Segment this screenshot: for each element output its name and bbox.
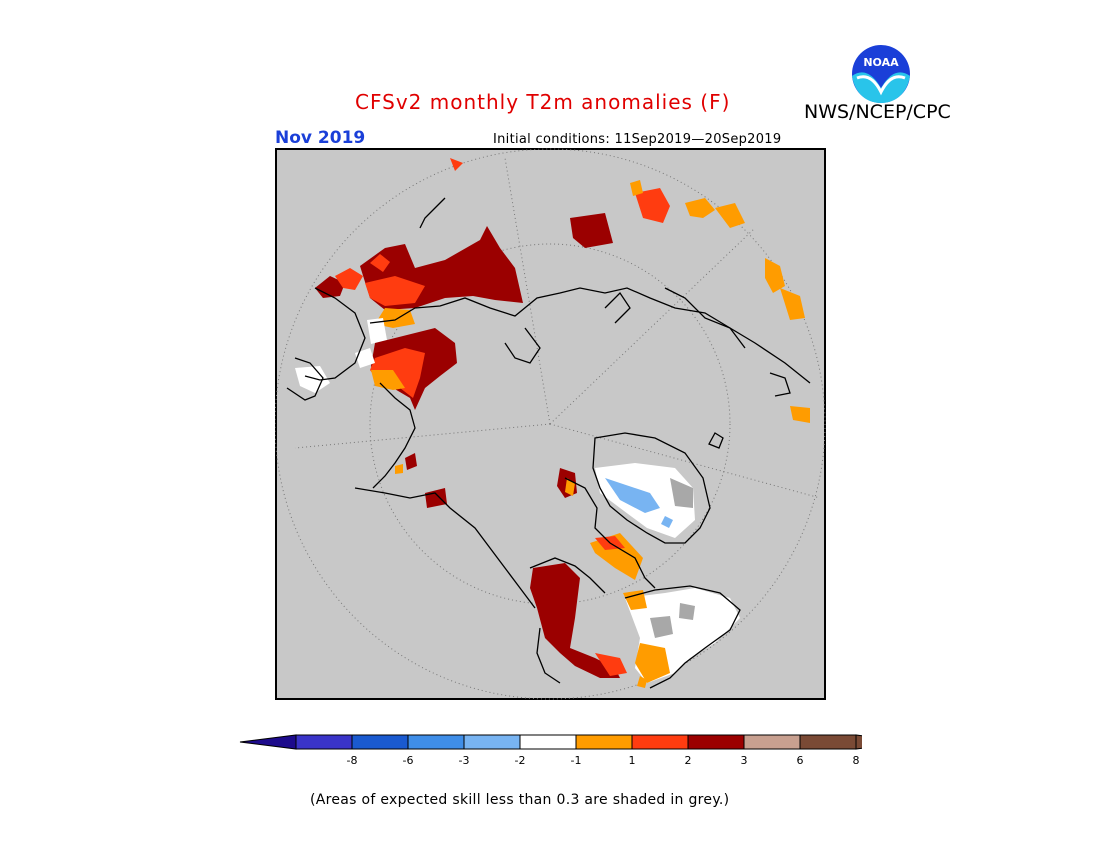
coastlines bbox=[286, 197, 811, 689]
colorbar-swatch bbox=[687, 734, 745, 750]
initial-conditions: Initial conditions: 11Sep2019—20Sep2019 bbox=[493, 132, 782, 147]
colorbar-swatch bbox=[743, 734, 801, 750]
colorbar-tick-label: -2 bbox=[515, 754, 526, 767]
colorbar-swatch bbox=[519, 734, 577, 750]
colorbar-tick-label: -6 bbox=[403, 754, 414, 767]
colorbar-tick-label: -3 bbox=[459, 754, 470, 767]
colorbar-tick-label: 8 bbox=[853, 754, 860, 767]
colorbar-tick-label: 6 bbox=[797, 754, 804, 767]
colorbar-swatch bbox=[799, 734, 857, 750]
colorbar-swatch bbox=[463, 734, 521, 750]
colorbar-swatch bbox=[295, 734, 353, 750]
map-title: CFSv2 monthly T2m anomalies (F) bbox=[355, 90, 731, 114]
colorbar-arrow-left bbox=[239, 734, 297, 750]
forecast-month: Nov 2019 bbox=[275, 128, 366, 148]
colorbar-tick-label: 3 bbox=[741, 754, 748, 767]
color-scale-bar: -8 -6 -3 -2 -1 1 2 3 6 8 bbox=[239, 734, 862, 767]
anomaly-patches bbox=[295, 158, 810, 688]
colorbar-tick-label: 2 bbox=[685, 754, 692, 767]
colorbar-tick-label: -1 bbox=[571, 754, 582, 767]
colorbar-tick-label: -8 bbox=[347, 754, 358, 767]
colorbar-swatch bbox=[631, 734, 689, 750]
noaa-logo-text: NOAA bbox=[863, 56, 899, 69]
colorbar-arrow-right bbox=[855, 734, 862, 750]
agency-label: NWS/NCEP/CPC bbox=[804, 101, 951, 123]
polar-anomaly-map bbox=[275, 148, 826, 700]
skill-note: (Areas of expected skill less than 0.3 a… bbox=[310, 792, 730, 808]
colorbar-swatch bbox=[575, 734, 633, 750]
graticule bbox=[275, 148, 826, 700]
noaa-logo: NOAA bbox=[850, 43, 912, 105]
colorbar-swatch bbox=[351, 734, 409, 750]
colorbar-tick-label: 1 bbox=[629, 754, 636, 767]
colorbar-swatch bbox=[407, 734, 465, 750]
